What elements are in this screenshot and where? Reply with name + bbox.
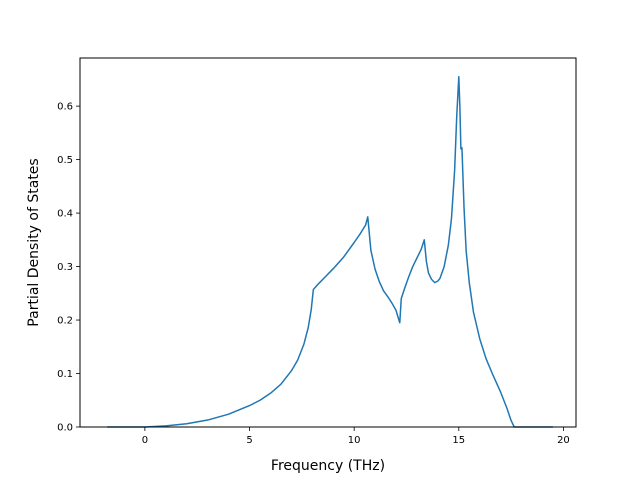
- y-tick-label: 0.6: [57, 102, 73, 113]
- y-axis: 0.0 0.1 0.2 0.3 0.4 0.5 0.6: [57, 102, 80, 434]
- x-axis-title: Frequency (THz): [271, 458, 385, 474]
- x-axis: 0 5 10 15 20: [142, 427, 570, 446]
- y-tick-label: 0.3: [57, 262, 73, 273]
- y-axis-title: Partial Density of States: [26, 158, 42, 326]
- x-tick-label: 10: [348, 435, 361, 446]
- x-tick-label: 0: [142, 435, 148, 446]
- x-tick-label: 5: [246, 435, 252, 446]
- y-tick-label: 0.2: [57, 316, 73, 327]
- y-tick-label: 0.5: [57, 155, 73, 166]
- y-tick-label: 0.0: [57, 423, 73, 434]
- y-tick-label: 0.1: [57, 369, 73, 380]
- series-line-0: [107, 75, 553, 428]
- x-tick-label: 20: [557, 435, 570, 446]
- y-tick-label: 0.4: [57, 209, 73, 220]
- axes-frame: [79, 57, 577, 428]
- x-tick-label: 15: [452, 435, 465, 446]
- plot-area: [107, 75, 553, 428]
